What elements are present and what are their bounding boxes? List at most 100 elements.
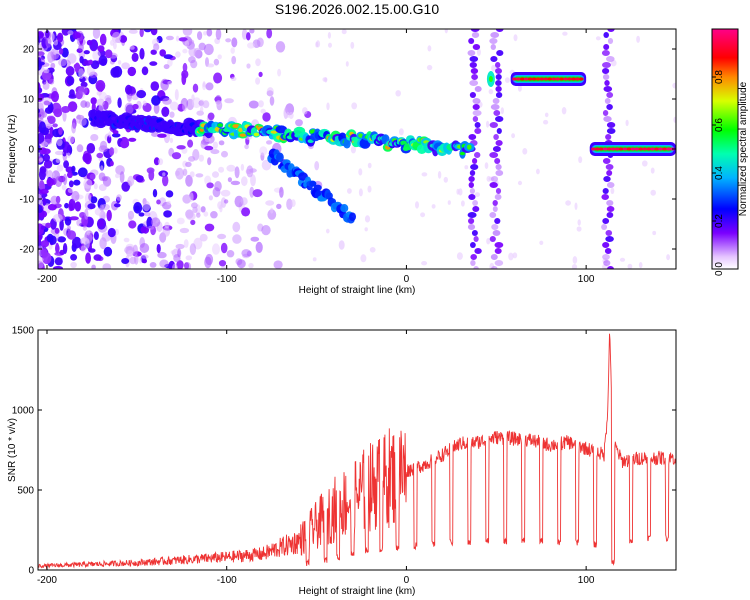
noise-blob: [43, 153, 50, 162]
noise-blob: [66, 152, 71, 158]
noise-blob: [78, 68, 85, 79]
noise-blob: [421, 172, 428, 177]
noise-blob: [100, 165, 104, 172]
noise-blob: [38, 108, 41, 114]
offset-trace-peak: [563, 77, 568, 81]
noise-blob: [638, 262, 643, 269]
noise-blob: [275, 41, 286, 53]
noise-blob: [98, 184, 107, 191]
noise-blob: [172, 263, 178, 269]
noise-blob: [153, 103, 160, 114]
noise-blob: [162, 174, 169, 187]
band-blob: [606, 200, 614, 206]
noise-blob: [258, 71, 263, 78]
noise-blob: [103, 246, 113, 257]
noise-blob: [277, 68, 282, 77]
noise-blob: [132, 244, 138, 257]
noise-blob: [149, 61, 158, 66]
band-blob: [604, 248, 612, 254]
noise-blob: [595, 36, 601, 41]
band-blob: [469, 56, 479, 62]
noise-blob: [70, 261, 77, 269]
noise-blob: [38, 157, 44, 162]
noise-blob: [169, 111, 175, 118]
noise-blob: [68, 180, 74, 188]
noise-blob: [147, 225, 155, 230]
noise-blob: [47, 105, 54, 112]
band-blob: [606, 128, 616, 134]
noise-blob: [71, 190, 80, 202]
noise-blob: [165, 190, 174, 198]
band-blob: [495, 74, 502, 80]
noise-blob: [673, 116, 676, 123]
noise-blob: [90, 60, 100, 70]
noise-blob: [269, 96, 275, 106]
band-blob: [470, 254, 478, 260]
noise-blob: [68, 94, 77, 99]
noise-blob: [45, 29, 50, 39]
noise-blob: [350, 41, 355, 49]
noise-blob: [415, 201, 419, 209]
noise-blob: [67, 188, 74, 194]
snr-y-tick-label: 0: [28, 566, 34, 577]
noise-blob: [116, 194, 122, 201]
band-blob: [473, 266, 479, 269]
noise-blob: [181, 73, 187, 85]
band-blob: [607, 38, 614, 44]
band-blob: [602, 158, 611, 164]
noise-blob: [215, 100, 222, 106]
noise-blob: [59, 48, 64, 55]
noise-blob: [610, 187, 615, 194]
noise-blob: [53, 40, 58, 46]
trace-core: [467, 144, 472, 150]
noise-blob: [358, 188, 363, 197]
noise-blob: [99, 204, 105, 212]
noise-blob: [625, 119, 629, 127]
band-blob: [602, 218, 610, 224]
noise-blob: [128, 220, 137, 229]
band-blob: [468, 218, 475, 224]
noise-blob: [88, 59, 93, 65]
noise-blob: [517, 84, 522, 92]
band-blob: [490, 176, 499, 182]
noise-blob: [109, 147, 115, 156]
noise-blob: [193, 47, 201, 58]
noise-blob: [206, 182, 214, 189]
noise-blob: [255, 58, 261, 67]
noise-blob: [43, 159, 53, 169]
noise-blob: [54, 257, 63, 266]
band-blob: [494, 158, 501, 164]
noise-blob: [345, 61, 349, 67]
noise-blob: [111, 133, 121, 138]
noise-blob: [165, 35, 174, 41]
offset-trace-peak: [523, 77, 529, 81]
band-blob: [490, 56, 498, 62]
band-blob: [606, 182, 615, 188]
offset-trace-peak: [512, 77, 517, 81]
end-trace-peak: [618, 147, 624, 151]
noise-blob: [61, 184, 67, 191]
noise-blob: [578, 156, 583, 164]
noise-blob: [456, 252, 463, 260]
noise-blob: [45, 37, 52, 48]
band-blob: [604, 80, 610, 86]
noise-blob: [179, 227, 190, 234]
noise-blob: [41, 97, 52, 106]
noise-blob: [166, 200, 171, 205]
snr-y-axis-label: SNR (10 * v/v): [7, 418, 18, 482]
noise-blob: [279, 186, 284, 198]
noise-blob: [324, 77, 328, 83]
noise-blob: [90, 196, 98, 204]
noise-blob: [231, 55, 237, 65]
noise-blob: [458, 188, 463, 196]
colorbar-tick-label: 0.8: [714, 70, 725, 84]
noise-blob: [40, 240, 50, 248]
snr-x-tick-label: 100: [578, 575, 595, 586]
noise-blob: [341, 29, 347, 35]
noise-blob: [262, 112, 271, 122]
noise-blob: [517, 180, 523, 186]
noise-blob: [151, 95, 161, 106]
noise-blob: [92, 50, 101, 61]
noise-blob: [111, 31, 122, 44]
noise-blob: [96, 90, 102, 96]
